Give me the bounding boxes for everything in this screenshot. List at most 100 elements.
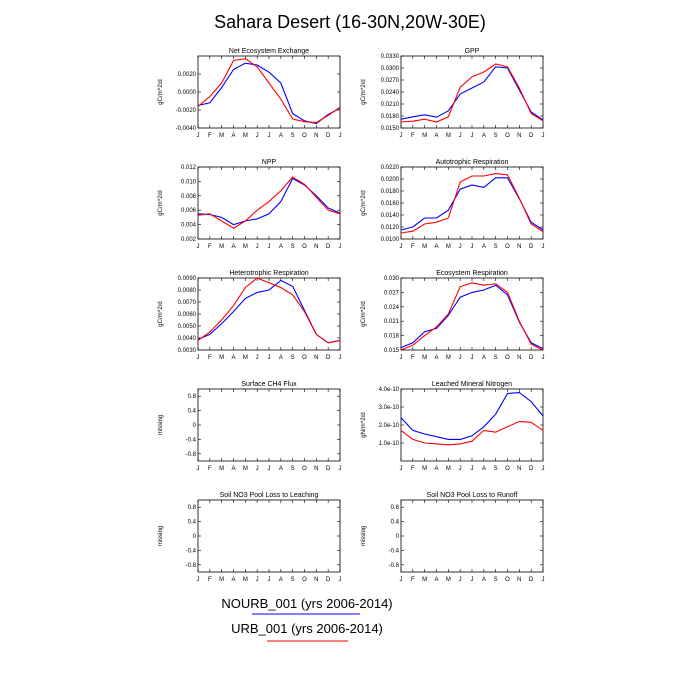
y-tick-label: 0 (396, 534, 400, 540)
y-tick-label: 4.0e-10 (379, 387, 400, 393)
y-axis-label: missing (158, 415, 164, 435)
x-tick-label: J (339, 466, 342, 472)
x-tick-label: M (243, 466, 248, 472)
x-tick-label: J (471, 355, 474, 361)
y-tick-label: 0.024 (384, 305, 400, 311)
y-tick-label: 0.0140 (381, 213, 400, 219)
y-axis-label: gC/m^2/d (158, 79, 164, 105)
y-tick-label: 0.0040 (178, 336, 197, 342)
x-tick-label: J (339, 133, 342, 139)
x-tick-label: O (302, 355, 307, 361)
x-tick-label: M (422, 466, 427, 472)
y-tick-label: -0.0040 (176, 126, 197, 132)
y-tick-label: 0.0330 (381, 54, 400, 60)
series-line-nourb-001 (400, 392, 544, 440)
x-tick-label: J (542, 244, 545, 250)
x-tick-label: M (422, 577, 427, 583)
y-tick-label: -0.8 (186, 563, 197, 569)
y-tick-label: 0.0270 (381, 78, 400, 84)
x-tick-label: N (517, 466, 521, 472)
x-tick-label: S (494, 244, 498, 250)
x-tick-label: F (208, 466, 212, 472)
panel-title: Soil NO3 Pool Loss to Runoff (427, 492, 518, 499)
x-tick-label: J (471, 577, 474, 583)
x-tick-label: F (208, 577, 212, 583)
panel-title: Leached Mineral Nitrogen (432, 381, 512, 388)
y-tick-label: 0.8 (188, 394, 197, 400)
x-tick-label: J (471, 466, 474, 472)
x-tick-label: A (279, 355, 283, 361)
x-tick-label: A (231, 355, 235, 361)
x-tick-label: A (231, 244, 235, 250)
x-tick-label: A (482, 355, 486, 361)
y-tick-label: 0.0160 (381, 201, 400, 207)
panel-title: Net Ecosystem Exchange (229, 48, 309, 55)
x-tick-label: A (482, 244, 486, 250)
y-tick-label: -0.0020 (176, 108, 197, 114)
y-axis-label: missing (158, 526, 164, 546)
x-tick-label: A (482, 577, 486, 583)
x-tick-label: F (411, 133, 415, 139)
plot-frame (197, 388, 341, 462)
x-tick-label: N (314, 355, 318, 361)
x-tick-label: J (542, 133, 545, 139)
y-tick-label: 0.021 (384, 319, 400, 325)
x-tick-label: F (208, 244, 212, 250)
x-tick-label: D (529, 133, 534, 139)
y-tick-label: 0.006 (181, 208, 197, 214)
x-tick-label: O (302, 577, 307, 583)
x-tick-label: J (459, 244, 462, 250)
series-line-nourb-001 (400, 284, 544, 350)
x-tick-label: A (231, 133, 235, 139)
y-tick-label: -0.8 (186, 452, 197, 458)
y-axis-label: missing (361, 526, 367, 546)
y-axis-label: gC/m^2/d (158, 190, 164, 216)
series-line-urb-001 (400, 173, 544, 234)
x-tick-label: J (268, 133, 271, 139)
plot-frame (197, 55, 341, 129)
y-tick-label: 0.0150 (381, 126, 400, 132)
figure-title: Sahara Desert (16-30N,20W-30E) (214, 12, 486, 32)
x-tick-label: J (268, 466, 271, 472)
y-axis-label: gC/m^2/d (361, 190, 367, 216)
y-tick-label: 0.0240 (381, 90, 400, 96)
x-tick-label: F (411, 355, 415, 361)
x-tick-label: J (400, 577, 403, 583)
x-tick-label: A (434, 133, 438, 139)
x-tick-label: J (256, 577, 259, 583)
x-tick-label: J (197, 577, 200, 583)
x-tick-label: M (446, 355, 451, 361)
y-tick-label: 0.0090 (178, 276, 197, 282)
x-tick-label: M (243, 355, 248, 361)
plot-frame (197, 166, 341, 240)
y-tick-label: 0.010 (181, 179, 197, 185)
x-tick-label: J (197, 133, 200, 139)
y-tick-label: 0.0200 (381, 177, 400, 183)
panel-title: Heterotrophic Respiration (229, 270, 308, 277)
x-tick-label: S (291, 133, 295, 139)
y-tick-label: 0.0000 (178, 90, 197, 96)
chart-panel-8: Leached Mineral Nitrogen J F M A M J J A S O N D J 1.0… (361, 381, 545, 472)
y-tick-label: 0.015 (384, 348, 400, 354)
x-tick-label: A (482, 466, 486, 472)
y-tick-label: -0.8 (389, 563, 400, 569)
x-tick-label: J (400, 133, 403, 139)
x-tick-label: A (279, 466, 283, 472)
x-tick-label: A (279, 577, 283, 583)
plot-frame (197, 277, 341, 351)
y-tick-label: 0.008 (181, 194, 197, 200)
series-line-nourb-001 (400, 66, 544, 121)
x-tick-label: A (434, 577, 438, 583)
x-tick-label: J (339, 577, 342, 583)
y-tick-label: 0.4 (188, 520, 197, 526)
panel-title: Autotrophic Respiration (436, 159, 509, 166)
x-tick-label: M (219, 244, 224, 250)
x-tick-label: F (411, 466, 415, 472)
plot-frame (197, 499, 341, 573)
x-tick-label: A (231, 466, 235, 472)
x-tick-label: J (459, 466, 462, 472)
series-line-urb-001 (197, 58, 341, 124)
